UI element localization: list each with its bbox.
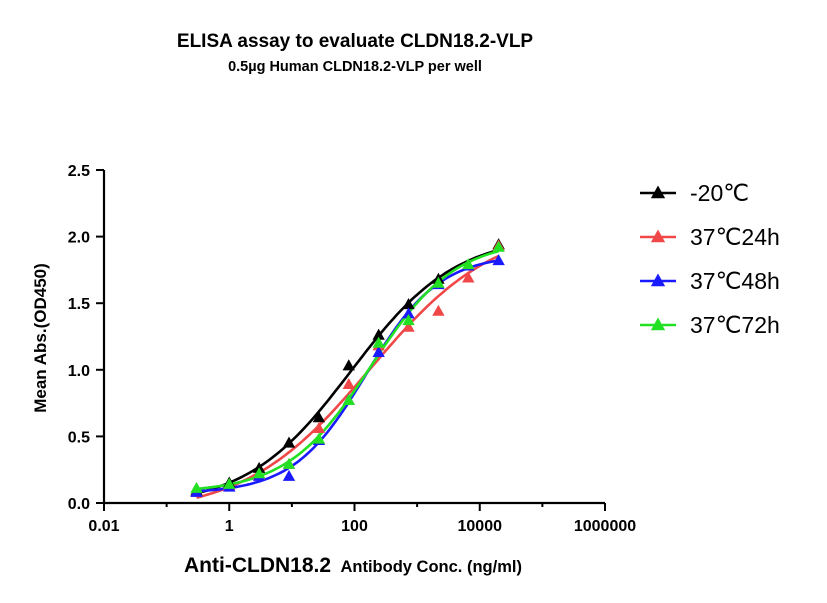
x-tick-label: 0.01 bbox=[88, 518, 119, 535]
y-tick-label: 0.5 bbox=[68, 429, 90, 446]
y-tick-label: 1.0 bbox=[68, 363, 90, 380]
data-point bbox=[462, 271, 475, 283]
data-point bbox=[282, 469, 296, 481]
data-point bbox=[432, 276, 445, 288]
data-point bbox=[402, 320, 415, 332]
data-point bbox=[312, 432, 326, 444]
x-tick-label: 1000000 bbox=[574, 518, 636, 535]
legend-label: 37℃48h bbox=[690, 268, 780, 294]
x-tick-label: 1 bbox=[225, 518, 234, 535]
x-axis-label-rest: Antibody Conc. (ng/ml) bbox=[340, 558, 521, 576]
data-point bbox=[223, 477, 236, 489]
legend-label: 37℃24h bbox=[690, 224, 780, 250]
y-tick-label: 2.5 bbox=[68, 163, 90, 180]
data-point bbox=[342, 377, 355, 390]
legend-marker bbox=[650, 317, 666, 331]
data-point bbox=[282, 457, 296, 469]
data-point bbox=[462, 258, 475, 270]
chart-title: ELISA assay to evaluate CLDN18.2-VLP bbox=[177, 31, 534, 52]
legend-label: -20℃ bbox=[690, 180, 749, 206]
data-point bbox=[402, 314, 415, 326]
legend-marker bbox=[650, 229, 666, 243]
legend: -20℃ 37℃24h 37℃48h 37℃72h bbox=[640, 180, 780, 338]
data-point bbox=[312, 411, 326, 423]
x-tick-label: 100 bbox=[341, 518, 368, 535]
y-tick-label: 2.0 bbox=[68, 230, 90, 247]
data-point bbox=[190, 481, 203, 493]
data-point bbox=[372, 328, 385, 340]
data-point bbox=[282, 436, 296, 448]
legend-marker bbox=[650, 185, 666, 199]
data-point bbox=[372, 336, 385, 348]
chart-subtitle: 0.5µg Human CLDN18.2-VLP per well bbox=[228, 59, 482, 75]
data-point bbox=[432, 304, 445, 316]
data-point bbox=[252, 467, 266, 479]
y-tick-label: 1.5 bbox=[68, 296, 90, 313]
legend-marker bbox=[650, 273, 666, 287]
y-axis-label: Mean Abs.(OD450) bbox=[31, 263, 50, 413]
y-tick-label: 0.0 bbox=[68, 496, 90, 513]
plot-area: 0.0 0.5 1.0 1.5 2.0 2.5 0.01 1 100 10000 1000000 bbox=[68, 163, 636, 535]
legend-label: 37℃72h bbox=[690, 312, 780, 338]
data-point bbox=[342, 393, 355, 405]
data-point bbox=[402, 307, 415, 319]
data-point bbox=[372, 345, 385, 358]
data-point bbox=[492, 254, 505, 266]
x-axis-label-main: Anti-CLDN18.2 bbox=[184, 554, 331, 577]
x-axis-label: Anti-CLDN18.2 Antibody Conc. (ng/ml) bbox=[184, 554, 522, 577]
data-point bbox=[492, 240, 505, 252]
fit-curve bbox=[196, 248, 499, 495]
data-point bbox=[312, 421, 326, 433]
x-tick-label: 10000 bbox=[458, 518, 503, 535]
data-point bbox=[402, 298, 415, 310]
data-point bbox=[342, 359, 355, 371]
